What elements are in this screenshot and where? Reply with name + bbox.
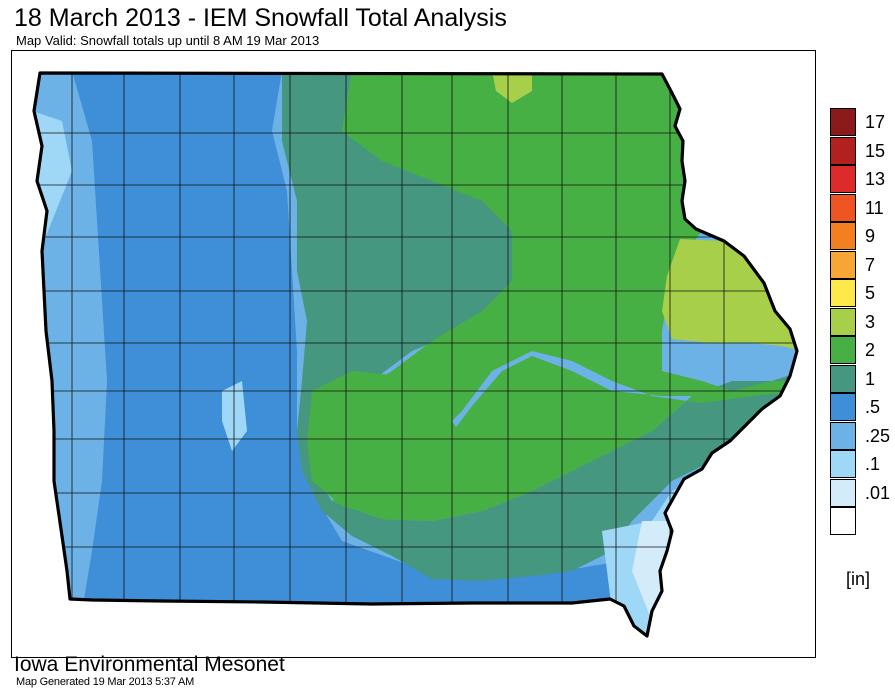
- legend-swatch: [830, 279, 856, 307]
- footer-organization: Iowa Environmental Mesonet: [14, 653, 285, 676]
- legend-unit-label: [in]: [846, 569, 871, 589]
- legend-swatch: [830, 250, 856, 279]
- legend-swatch: [830, 336, 856, 364]
- map-title: 18 March 2013 - IEM Snowfall Total Analy…: [14, 4, 507, 32]
- legend-label: 11: [865, 197, 884, 218]
- legend-swatch: [830, 364, 856, 393]
- legend-swatch: [830, 193, 856, 222]
- legend-swatch: [830, 165, 856, 193]
- legend-swatch: [830, 507, 856, 535]
- legend-label: 2: [865, 340, 876, 360]
- legend-swatch: [830, 307, 856, 336]
- legend-label: 15: [865, 140, 886, 161]
- legend-label: 13: [865, 169, 886, 189]
- legend-label: .1: [865, 454, 881, 474]
- legend-label: .5: [865, 397, 881, 417]
- legend-swatch: [830, 450, 856, 478]
- legend-swatch: [830, 478, 856, 507]
- legend-label: .25: [865, 425, 891, 446]
- legend-swatch: [830, 222, 856, 250]
- legend-label: 17: [865, 112, 886, 132]
- map-subtitle: Map Valid: Snowfall totals up until 8 AM…: [16, 33, 320, 48]
- iowa-snowfall-map: [32, 71, 799, 638]
- legend-swatch: [830, 136, 856, 165]
- legend-swatch: [830, 108, 856, 136]
- legend-swatch: [830, 421, 856, 450]
- legend-swatch: [830, 393, 856, 421]
- legend-label: 3: [865, 311, 876, 332]
- legend-label: 1: [865, 368, 876, 389]
- map-frame: [11, 50, 816, 658]
- footer-generated-time: Map Generated 19 Mar 2013 5:37 AM: [16, 676, 195, 688]
- legend-label: 5: [865, 283, 876, 303]
- legend-label: .01: [865, 482, 891, 503]
- legend-label: 9: [865, 226, 876, 246]
- legend-label: 7: [865, 254, 876, 275]
